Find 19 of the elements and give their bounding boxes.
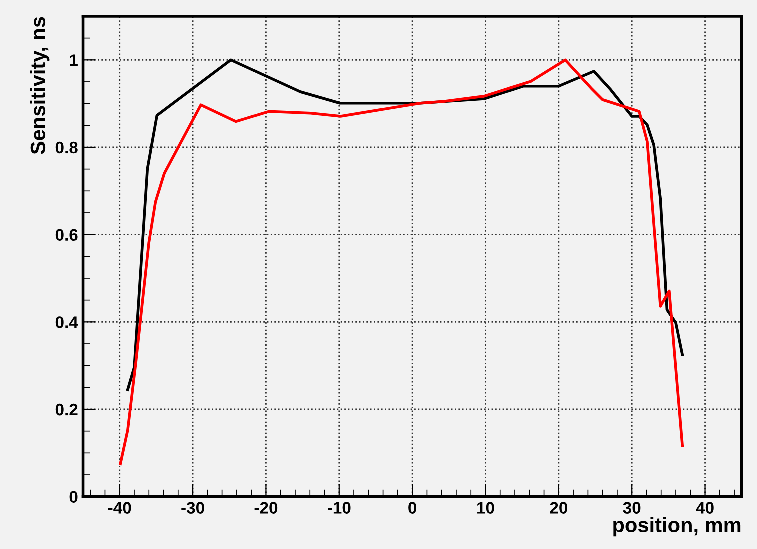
line-series — [126, 58, 684, 392]
y-tick-label: 0.6 — [56, 229, 78, 242]
x-tick-label: 40 — [696, 502, 714, 514]
y-tick-label: 0.8 — [56, 142, 78, 154]
x-tick-label: -30 — [182, 502, 204, 514]
x-tick-label: -10 — [328, 502, 351, 514]
y-tick-label: 0.4 — [56, 316, 78, 328]
x-tick-label: -40 — [108, 502, 132, 514]
x-axis-title: position, mm — [614, 517, 741, 537]
y-axis-title: Sensitivity, ns — [30, 17, 50, 154]
y-tick-label: 1 — [70, 54, 78, 66]
y-tick-label: 0.2 — [56, 404, 78, 416]
line-series — [119, 58, 684, 466]
x-tick-label: 30 — [623, 502, 641, 514]
x-tick-label: 20 — [550, 502, 568, 514]
x-tick-label: -20 — [254, 502, 278, 514]
x-tick-label: 10 — [478, 502, 494, 514]
y-tick-label: 0 — [70, 491, 78, 504]
x-tick-label: 0 — [408, 502, 417, 514]
